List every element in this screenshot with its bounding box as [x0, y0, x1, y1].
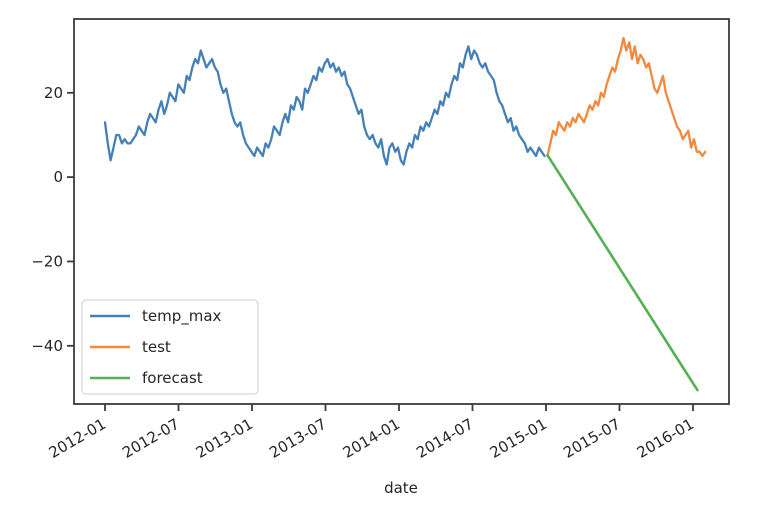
x-tick-label: 2016-01 [634, 415, 697, 462]
legend-label-test: test [142, 338, 171, 356]
x-tick-label: 2013-01 [193, 415, 256, 462]
legend-label-forecast: forecast [142, 369, 203, 387]
forecast-line [546, 153, 699, 392]
y-axis-ticks: 20 0 −20 −40 [31, 84, 74, 355]
x-tick-label: 2015-07 [560, 415, 623, 462]
x-tick-label: 2015-01 [487, 415, 550, 462]
test-line [546, 36, 707, 158]
legend: temp_max test forecast [81, 299, 259, 395]
temp_max-line [103, 45, 546, 166]
y-tick-label: 0 [53, 168, 63, 186]
x-tick-label: 2013-07 [266, 415, 329, 462]
legend-box [81, 299, 259, 395]
legend-label-temp-max: temp_max [142, 307, 222, 326]
series-lines [103, 36, 707, 392]
x-tick-label: 2012-07 [119, 415, 182, 462]
x-tick-label: 2012-01 [46, 415, 109, 462]
x-tick-label: 2014-01 [340, 415, 403, 462]
plot-border [73, 18, 730, 405]
x-axis-label: date [384, 479, 418, 497]
x-axis-ticks: 2012-01 2012-07 2013-01 2013-07 2014-01 2014-… [46, 404, 697, 462]
x-tick-label: 2014-07 [413, 415, 476, 462]
y-tick-label: 20 [44, 84, 63, 102]
y-tick-label: −40 [31, 337, 63, 355]
y-tick-label: −20 [31, 252, 63, 270]
